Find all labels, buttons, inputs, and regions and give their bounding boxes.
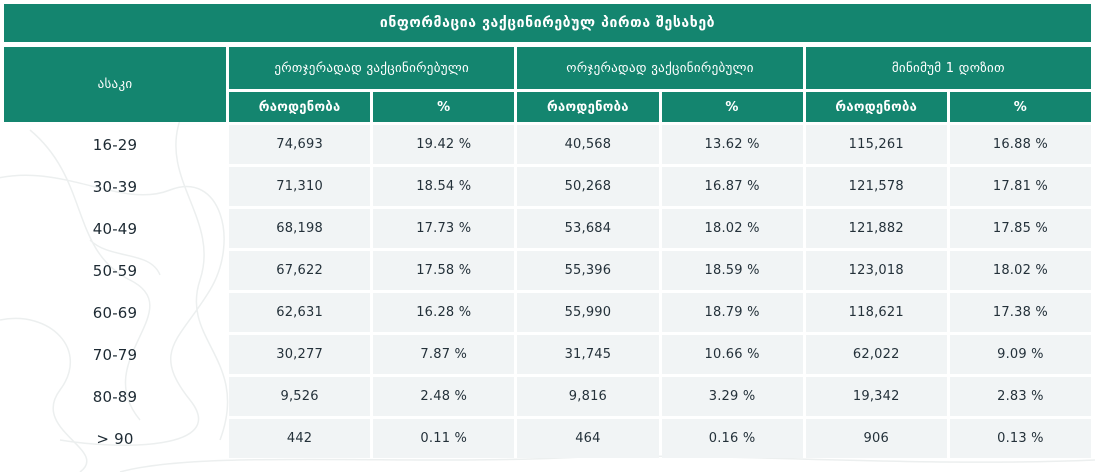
age-group-label: 40-49 [92, 219, 138, 238]
single-dose-percent: 16.28 % [373, 293, 515, 332]
age-group-label: 80-89 [92, 387, 138, 406]
subheader-percent-double: % [661, 92, 803, 122]
double-dose-count: 40,568 [517, 125, 659, 164]
age-group-label: 50-59 [92, 261, 138, 280]
single-dose-count: 74,693 [229, 125, 371, 164]
double-dose-count: 55,990 [517, 293, 659, 332]
age-group-label: > 90 [96, 429, 134, 448]
subheader-percent-min-one: % [949, 92, 1091, 122]
single-dose-count: 442 [229, 419, 371, 458]
double-dose-count: 55,396 [517, 251, 659, 290]
single-dose-count: 30,277 [229, 335, 371, 374]
double-dose-percent: 18.79 % [661, 293, 803, 332]
min-one-dose-count: 19,342 [805, 377, 947, 416]
double-dose-count: 464 [517, 419, 659, 458]
single-dose-percent: 0.11 % [373, 419, 515, 458]
table-title: ინფორმაცია ვაქცინირებულ პირთა შესახებ [379, 15, 716, 31]
age-group-label: 60-69 [92, 303, 138, 322]
min-one-dose-percent: 16.88 % [949, 125, 1091, 164]
age-group-label: 16-29 [92, 135, 138, 154]
min-one-dose-count: 62,022 [805, 335, 947, 374]
min-one-dose-count: 121,578 [805, 167, 947, 206]
age-group-label: 30-39 [92, 177, 138, 196]
double-dose-percent: 10.66 % [661, 335, 803, 374]
single-dose-count: 68,198 [229, 209, 371, 248]
min-one-dose-percent: 0.13 % [949, 419, 1091, 458]
min-one-dose-count: 115,261 [805, 125, 947, 164]
subheader-quantity-double: რაოდენობა [517, 92, 659, 122]
double-dose-percent: 3.29 % [661, 377, 803, 416]
subheader-quantity-min-one: რაოდენობა [805, 92, 947, 122]
single-dose-count: 67,622 [229, 251, 371, 290]
double-dose-count: 9,816 [517, 377, 659, 416]
min-one-dose-percent: 18.02 % [949, 251, 1091, 290]
subheader-percent-single: % [373, 92, 515, 122]
single-dose-percent: 7.87 % [373, 335, 515, 374]
table-title-bar: ინფორმაცია ვაქცინირებულ პირთა შესახებ [4, 4, 1091, 42]
header-group-double-dose: ორჯერადად ვაქცინირებული [517, 47, 803, 89]
header-group-min-one-dose: მინიმუმ 1 დოზით [805, 47, 1091, 89]
min-one-dose-percent: 17.81 % [949, 167, 1091, 206]
table-grid: ასაკი ერთჯერადად ვაქცინირებული ორჯერადად… [4, 47, 1091, 458]
single-dose-percent: 19.42 % [373, 125, 515, 164]
single-dose-percent: 17.73 % [373, 209, 515, 248]
min-one-dose-percent: 2.83 % [949, 377, 1091, 416]
vaccination-table: ინფორმაცია ვაქცინირებულ პირთა შესახებ ას… [4, 4, 1091, 458]
age-group-label: 70-79 [92, 345, 138, 364]
double-dose-percent: 0.16 % [661, 419, 803, 458]
min-one-dose-count: 906 [805, 419, 947, 458]
double-dose-percent: 18.59 % [661, 251, 803, 290]
min-one-dose-percent: 17.85 % [949, 209, 1091, 248]
double-dose-percent: 16.87 % [661, 167, 803, 206]
double-dose-count: 53,684 [517, 209, 659, 248]
min-one-dose-percent: 17.38 % [949, 293, 1091, 332]
single-dose-count: 71,310 [229, 167, 371, 206]
single-dose-count: 62,631 [229, 293, 371, 332]
min-one-dose-count: 118,621 [805, 293, 947, 332]
double-dose-percent: 13.62 % [661, 125, 803, 164]
single-dose-count: 9,526 [229, 377, 371, 416]
single-dose-percent: 18.54 % [373, 167, 515, 206]
double-dose-count: 50,268 [517, 167, 659, 206]
min-one-dose-count: 123,018 [805, 251, 947, 290]
subheader-quantity-single: რაოდენობა [229, 92, 371, 122]
single-dose-percent: 17.58 % [373, 251, 515, 290]
header-age: ასაკი [4, 47, 226, 122]
single-dose-percent: 2.48 % [373, 377, 515, 416]
min-one-dose-percent: 9.09 % [949, 335, 1091, 374]
header-group-single-dose: ერთჯერადად ვაქცინირებული [229, 47, 515, 89]
min-one-dose-count: 121,882 [805, 209, 947, 248]
double-dose-count: 31,745 [517, 335, 659, 374]
double-dose-percent: 18.02 % [661, 209, 803, 248]
